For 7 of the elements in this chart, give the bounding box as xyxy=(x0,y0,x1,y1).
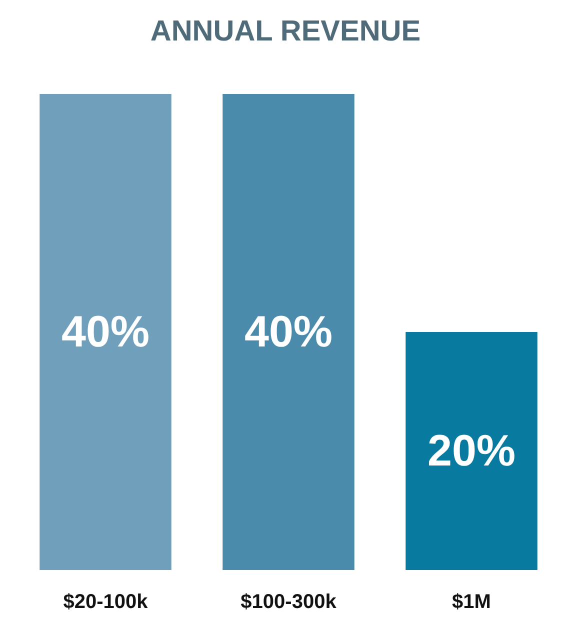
x-tick-label: $20-100k xyxy=(63,591,149,613)
x-tick-label: $1M xyxy=(452,591,491,613)
data-label: 20% xyxy=(427,426,516,476)
data-label: 40% xyxy=(244,308,333,356)
chart-title: ANNUAL REVENUE xyxy=(150,16,421,48)
x-tick-label: $100-300k xyxy=(240,591,338,613)
data-label: 40% xyxy=(61,308,150,356)
